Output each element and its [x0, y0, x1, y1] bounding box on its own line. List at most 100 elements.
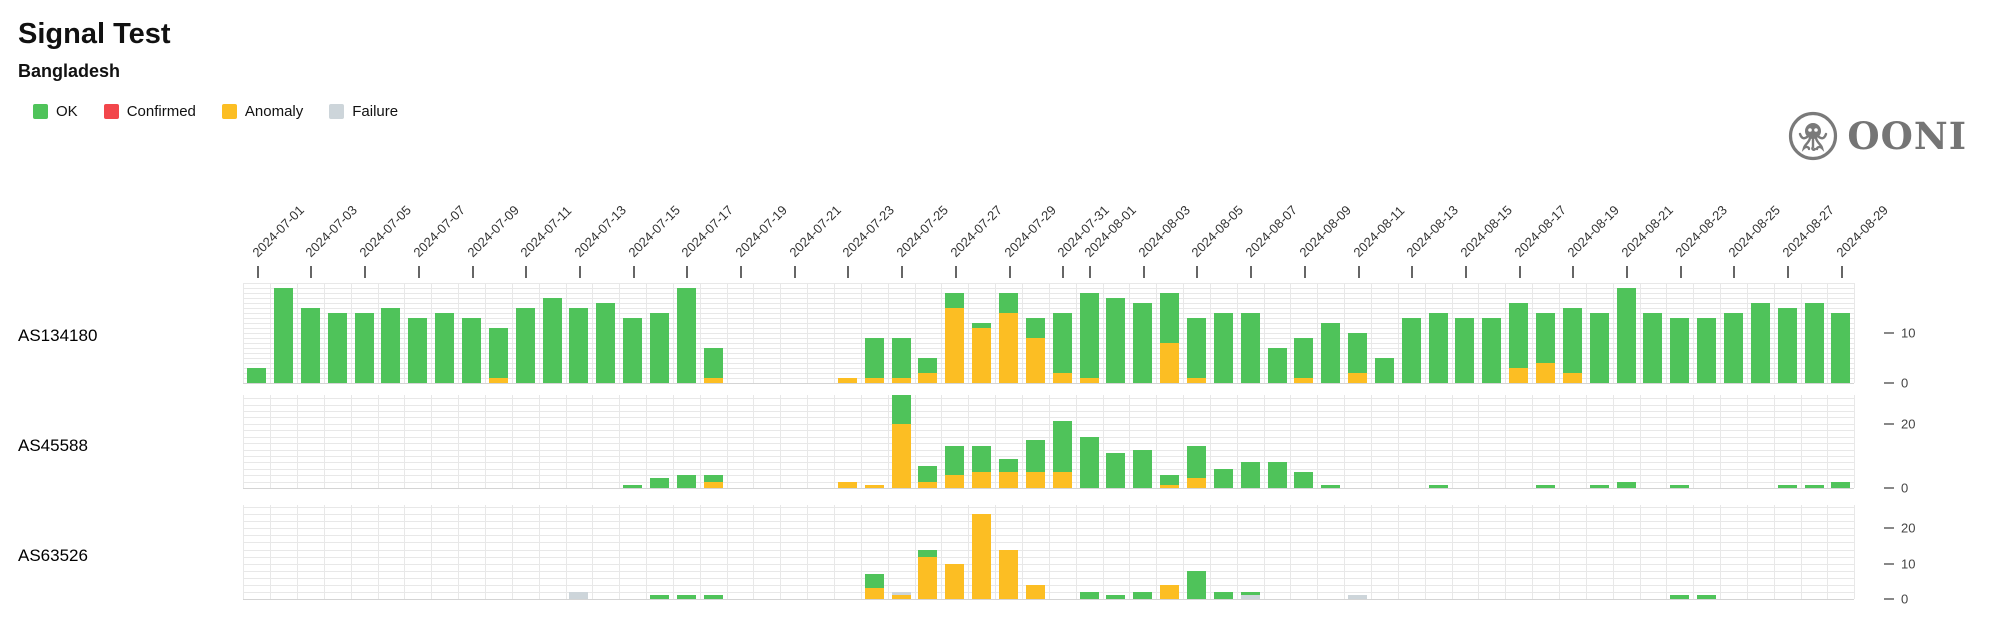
bar-segment-ok-AS134180-2024-07-17[interactable]: [676, 288, 696, 383]
bar-segment-ok-AS63526-2024-07-24[interactable]: [864, 574, 884, 589]
bar-segment-ok-AS45588-2024-07-28[interactable]: [972, 446, 992, 472]
bar-segment-anomaly-AS63526-2024-07-27[interactable]: [945, 563, 965, 599]
bar-segment-ok-AS134180-2024-07-24[interactable]: [864, 338, 884, 378]
bar-segment-ok-AS134180-2024-08-27[interactable]: [1777, 308, 1797, 383]
bar-segment-ok-AS45588-2024-07-31[interactable]: [1052, 420, 1072, 472]
bar-segment-ok-AS63526-2024-08-23[interactable]: [1670, 595, 1690, 599]
bar-segment-ok-AS134180-2024-08-18[interactable]: [1536, 313, 1556, 363]
bar-segment-ok-AS45588-2024-08-21[interactable]: [1616, 481, 1636, 488]
bar-segment-ok-AS134180-2024-08-24[interactable]: [1697, 318, 1717, 383]
bar-segment-ok-AS63526-2024-08-06[interactable]: [1213, 591, 1233, 599]
bar-segment-failure-AS63526-2024-07-13[interactable]: [569, 591, 589, 599]
bar-segment-ok-AS45588-2024-07-29[interactable]: [999, 459, 1019, 472]
bar-segment-anomaly-AS134180-2024-07-10[interactable]: [488, 378, 508, 383]
bar-segment-ok-AS134180-2024-07-28[interactable]: [972, 323, 992, 328]
bar-segment-ok-AS63526-2024-07-16[interactable]: [649, 595, 669, 599]
bar-segment-ok-AS134180-2024-08-05[interactable]: [1186, 318, 1206, 378]
bar-segment-ok-AS45588-2024-08-23[interactable]: [1670, 484, 1690, 488]
bar-segment-ok-AS63526-2024-08-07[interactable]: [1240, 591, 1260, 596]
bar-segment-ok-AS134180-2024-08-13[interactable]: [1401, 318, 1421, 383]
bar-segment-anomaly-AS134180-2024-07-30[interactable]: [1025, 338, 1045, 383]
bar-segment-ok-AS45588-2024-07-27[interactable]: [945, 446, 965, 476]
bar-segment-failure-AS63526-2024-08-07[interactable]: [1240, 595, 1260, 599]
bar-segment-anomaly-AS134180-2024-08-19[interactable]: [1562, 373, 1582, 383]
bar-segment-anomaly-AS63526-2024-07-29[interactable]: [999, 549, 1019, 599]
bar-segment-anomaly-AS45588-2024-08-04[interactable]: [1160, 484, 1180, 488]
bar-segment-ok-AS63526-2024-08-24[interactable]: [1697, 595, 1717, 599]
bar-segment-ok-AS45588-2024-08-10[interactable]: [1321, 484, 1341, 488]
bar-segment-ok-AS134180-2024-08-19[interactable]: [1562, 308, 1582, 373]
bar-segment-ok-AS63526-2024-07-18[interactable]: [703, 595, 723, 599]
bar-segment-ok-AS134180-2024-08-11[interactable]: [1348, 333, 1368, 373]
bar-segment-ok-AS134180-2024-07-08[interactable]: [435, 313, 455, 383]
bar-segment-ok-AS134180-2024-08-14[interactable]: [1428, 313, 1448, 383]
bar-segment-ok-AS63526-2024-08-03[interactable]: [1133, 591, 1153, 599]
bar-segment-failure-AS63526-2024-08-11[interactable]: [1348, 595, 1368, 599]
bar-segment-ok-AS134180-2024-07-27[interactable]: [945, 293, 965, 308]
bar-segment-ok-AS45588-2024-08-20[interactable]: [1589, 484, 1609, 488]
bar-segment-ok-AS63526-2024-07-17[interactable]: [676, 595, 696, 599]
bar-segment-anomaly-AS63526-2024-08-04[interactable]: [1160, 584, 1180, 599]
bar-segment-ok-AS134180-2024-08-08[interactable]: [1267, 348, 1287, 383]
bar-segment-ok-AS134180-2024-07-09[interactable]: [462, 318, 482, 383]
bar-segment-failure-AS63526-2024-07-25[interactable]: [891, 591, 911, 596]
bar-segment-anomaly-AS134180-2024-08-05[interactable]: [1186, 378, 1206, 383]
bar-segment-ok-AS134180-2024-07-04[interactable]: [327, 313, 347, 383]
bar-segment-ok-AS134180-2024-07-16[interactable]: [649, 313, 669, 383]
bar-segment-ok-AS134180-2024-07-06[interactable]: [381, 308, 401, 383]
bar-segment-ok-AS134180-2024-08-17[interactable]: [1509, 303, 1529, 368]
bar-segment-ok-AS134180-2024-07-12[interactable]: [542, 298, 562, 383]
bar-segment-ok-AS134180-2024-08-26[interactable]: [1750, 303, 1770, 383]
bar-segment-ok-AS45588-2024-08-01[interactable]: [1079, 436, 1099, 488]
bar-segment-anomaly-AS134180-2024-07-29[interactable]: [999, 313, 1019, 383]
bar-segment-ok-AS45588-2024-07-17[interactable]: [676, 475, 696, 488]
bar-segment-anomaly-AS45588-2024-07-28[interactable]: [972, 471, 992, 488]
bar-segment-ok-AS63526-2024-08-01[interactable]: [1079, 591, 1099, 599]
bar-segment-anomaly-AS63526-2024-07-30[interactable]: [1025, 584, 1045, 599]
bar-segment-ok-AS134180-2024-07-11[interactable]: [515, 308, 535, 383]
bar-segment-ok-AS45588-2024-08-18[interactable]: [1536, 484, 1556, 488]
bar-segment-anomaly-AS134180-2024-08-09[interactable]: [1294, 378, 1314, 383]
bar-segment-ok-AS63526-2024-08-05[interactable]: [1186, 570, 1206, 599]
bar-segment-ok-AS134180-2024-08-28[interactable]: [1804, 303, 1824, 383]
bar-segment-ok-AS134180-2024-08-07[interactable]: [1240, 313, 1260, 383]
bar-segment-ok-AS134180-2024-08-02[interactable]: [1106, 298, 1126, 383]
bar-segment-ok-AS45588-2024-08-04[interactable]: [1160, 475, 1180, 485]
bar-segment-ok-AS134180-2024-07-18[interactable]: [703, 348, 723, 378]
bar-segment-ok-AS134180-2024-07-07[interactable]: [408, 318, 428, 383]
bar-segment-ok-AS45588-2024-07-15[interactable]: [623, 484, 643, 488]
bar-segment-ok-AS45588-2024-08-27[interactable]: [1777, 484, 1797, 488]
bar-segment-anomaly-AS134180-2024-07-18[interactable]: [703, 378, 723, 383]
bar-segment-anomaly-AS45588-2024-07-27[interactable]: [945, 475, 965, 488]
bar-segment-ok-AS134180-2024-08-29[interactable]: [1831, 313, 1851, 383]
bar-segment-ok-AS45588-2024-08-14[interactable]: [1428, 484, 1448, 488]
bar-segment-ok-AS134180-2024-08-04[interactable]: [1160, 293, 1180, 343]
bar-segment-anomaly-AS134180-2024-07-31[interactable]: [1052, 373, 1072, 383]
bar-segment-anomaly-AS63526-2024-07-26[interactable]: [918, 556, 938, 599]
bar-segment-ok-AS134180-2024-08-25[interactable]: [1723, 313, 1743, 383]
bar-segment-ok-AS134180-2024-07-15[interactable]: [623, 318, 643, 383]
bar-segment-ok-AS134180-2024-07-05[interactable]: [354, 313, 374, 383]
bar-segment-ok-AS134180-2024-07-29[interactable]: [999, 293, 1019, 313]
bar-segment-anomaly-AS134180-2024-08-11[interactable]: [1348, 373, 1368, 383]
bar-segment-ok-AS134180-2024-07-30[interactable]: [1025, 318, 1045, 338]
bar-segment-anomaly-AS45588-2024-07-25[interactable]: [891, 423, 911, 488]
bar-segment-anomaly-AS134180-2024-07-28[interactable]: [972, 328, 992, 383]
bar-segment-ok-AS45588-2024-08-29[interactable]: [1831, 481, 1851, 488]
bar-segment-ok-AS45588-2024-08-06[interactable]: [1213, 468, 1233, 488]
bar-segment-anomaly-AS63526-2024-07-24[interactable]: [864, 588, 884, 599]
bar-segment-ok-AS63526-2024-08-02[interactable]: [1106, 595, 1126, 599]
bar-segment-anomaly-AS134180-2024-08-01[interactable]: [1079, 378, 1099, 383]
bar-segment-ok-AS134180-2024-08-22[interactable]: [1643, 313, 1663, 383]
bar-segment-ok-AS45588-2024-08-28[interactable]: [1804, 484, 1824, 488]
bar-segment-ok-AS63526-2024-07-26[interactable]: [918, 549, 938, 557]
bar-segment-ok-AS134180-2024-07-26[interactable]: [918, 358, 938, 373]
bar-segment-ok-AS45588-2024-07-16[interactable]: [649, 478, 669, 488]
bar-segment-ok-AS134180-2024-07-02[interactable]: [274, 288, 294, 383]
bar-segment-ok-AS134180-2024-08-03[interactable]: [1133, 303, 1153, 383]
bar-segment-ok-AS134180-2024-08-16[interactable]: [1482, 318, 1502, 383]
bar-segment-anomaly-AS134180-2024-07-26[interactable]: [918, 373, 938, 383]
bar-segment-ok-AS134180-2024-08-20[interactable]: [1589, 313, 1609, 383]
bar-segment-anomaly-AS63526-2024-07-28[interactable]: [972, 514, 992, 599]
bar-segment-ok-AS45588-2024-08-03[interactable]: [1133, 449, 1153, 488]
